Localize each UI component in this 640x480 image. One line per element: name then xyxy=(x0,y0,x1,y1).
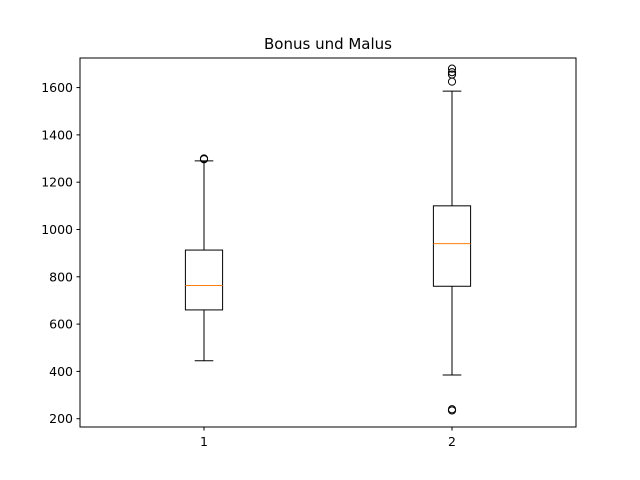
box-iqr xyxy=(432,205,472,287)
outlier-point xyxy=(447,64,457,73)
outlier-point xyxy=(447,70,457,79)
x-tick-label: 2 xyxy=(448,434,456,449)
y-tick-label: 1400 xyxy=(41,127,73,142)
y-tick-label: 800 xyxy=(49,269,73,284)
box-group-2 xyxy=(432,64,472,415)
y-tick-label: 200 xyxy=(49,411,73,426)
y-tick-label: 1000 xyxy=(41,222,73,237)
plot-marks xyxy=(184,64,472,415)
chart-title: Bonus und Malus xyxy=(264,35,392,53)
y-tick-label: 1600 xyxy=(41,80,73,95)
outlier-point xyxy=(199,154,209,163)
y-tick-label: 400 xyxy=(49,364,73,379)
outlier-point xyxy=(447,405,457,414)
y-axis: 200 400 600 800 1000 1200 1400 1600 xyxy=(41,80,80,426)
x-tick-label: 1 xyxy=(200,434,208,449)
y-tick-label: 1200 xyxy=(41,175,73,190)
box-group-1 xyxy=(184,154,224,362)
plot-frame xyxy=(79,57,577,428)
outlier-point xyxy=(447,68,457,77)
box-iqr xyxy=(184,249,224,311)
y-tick-label: 600 xyxy=(49,317,73,332)
